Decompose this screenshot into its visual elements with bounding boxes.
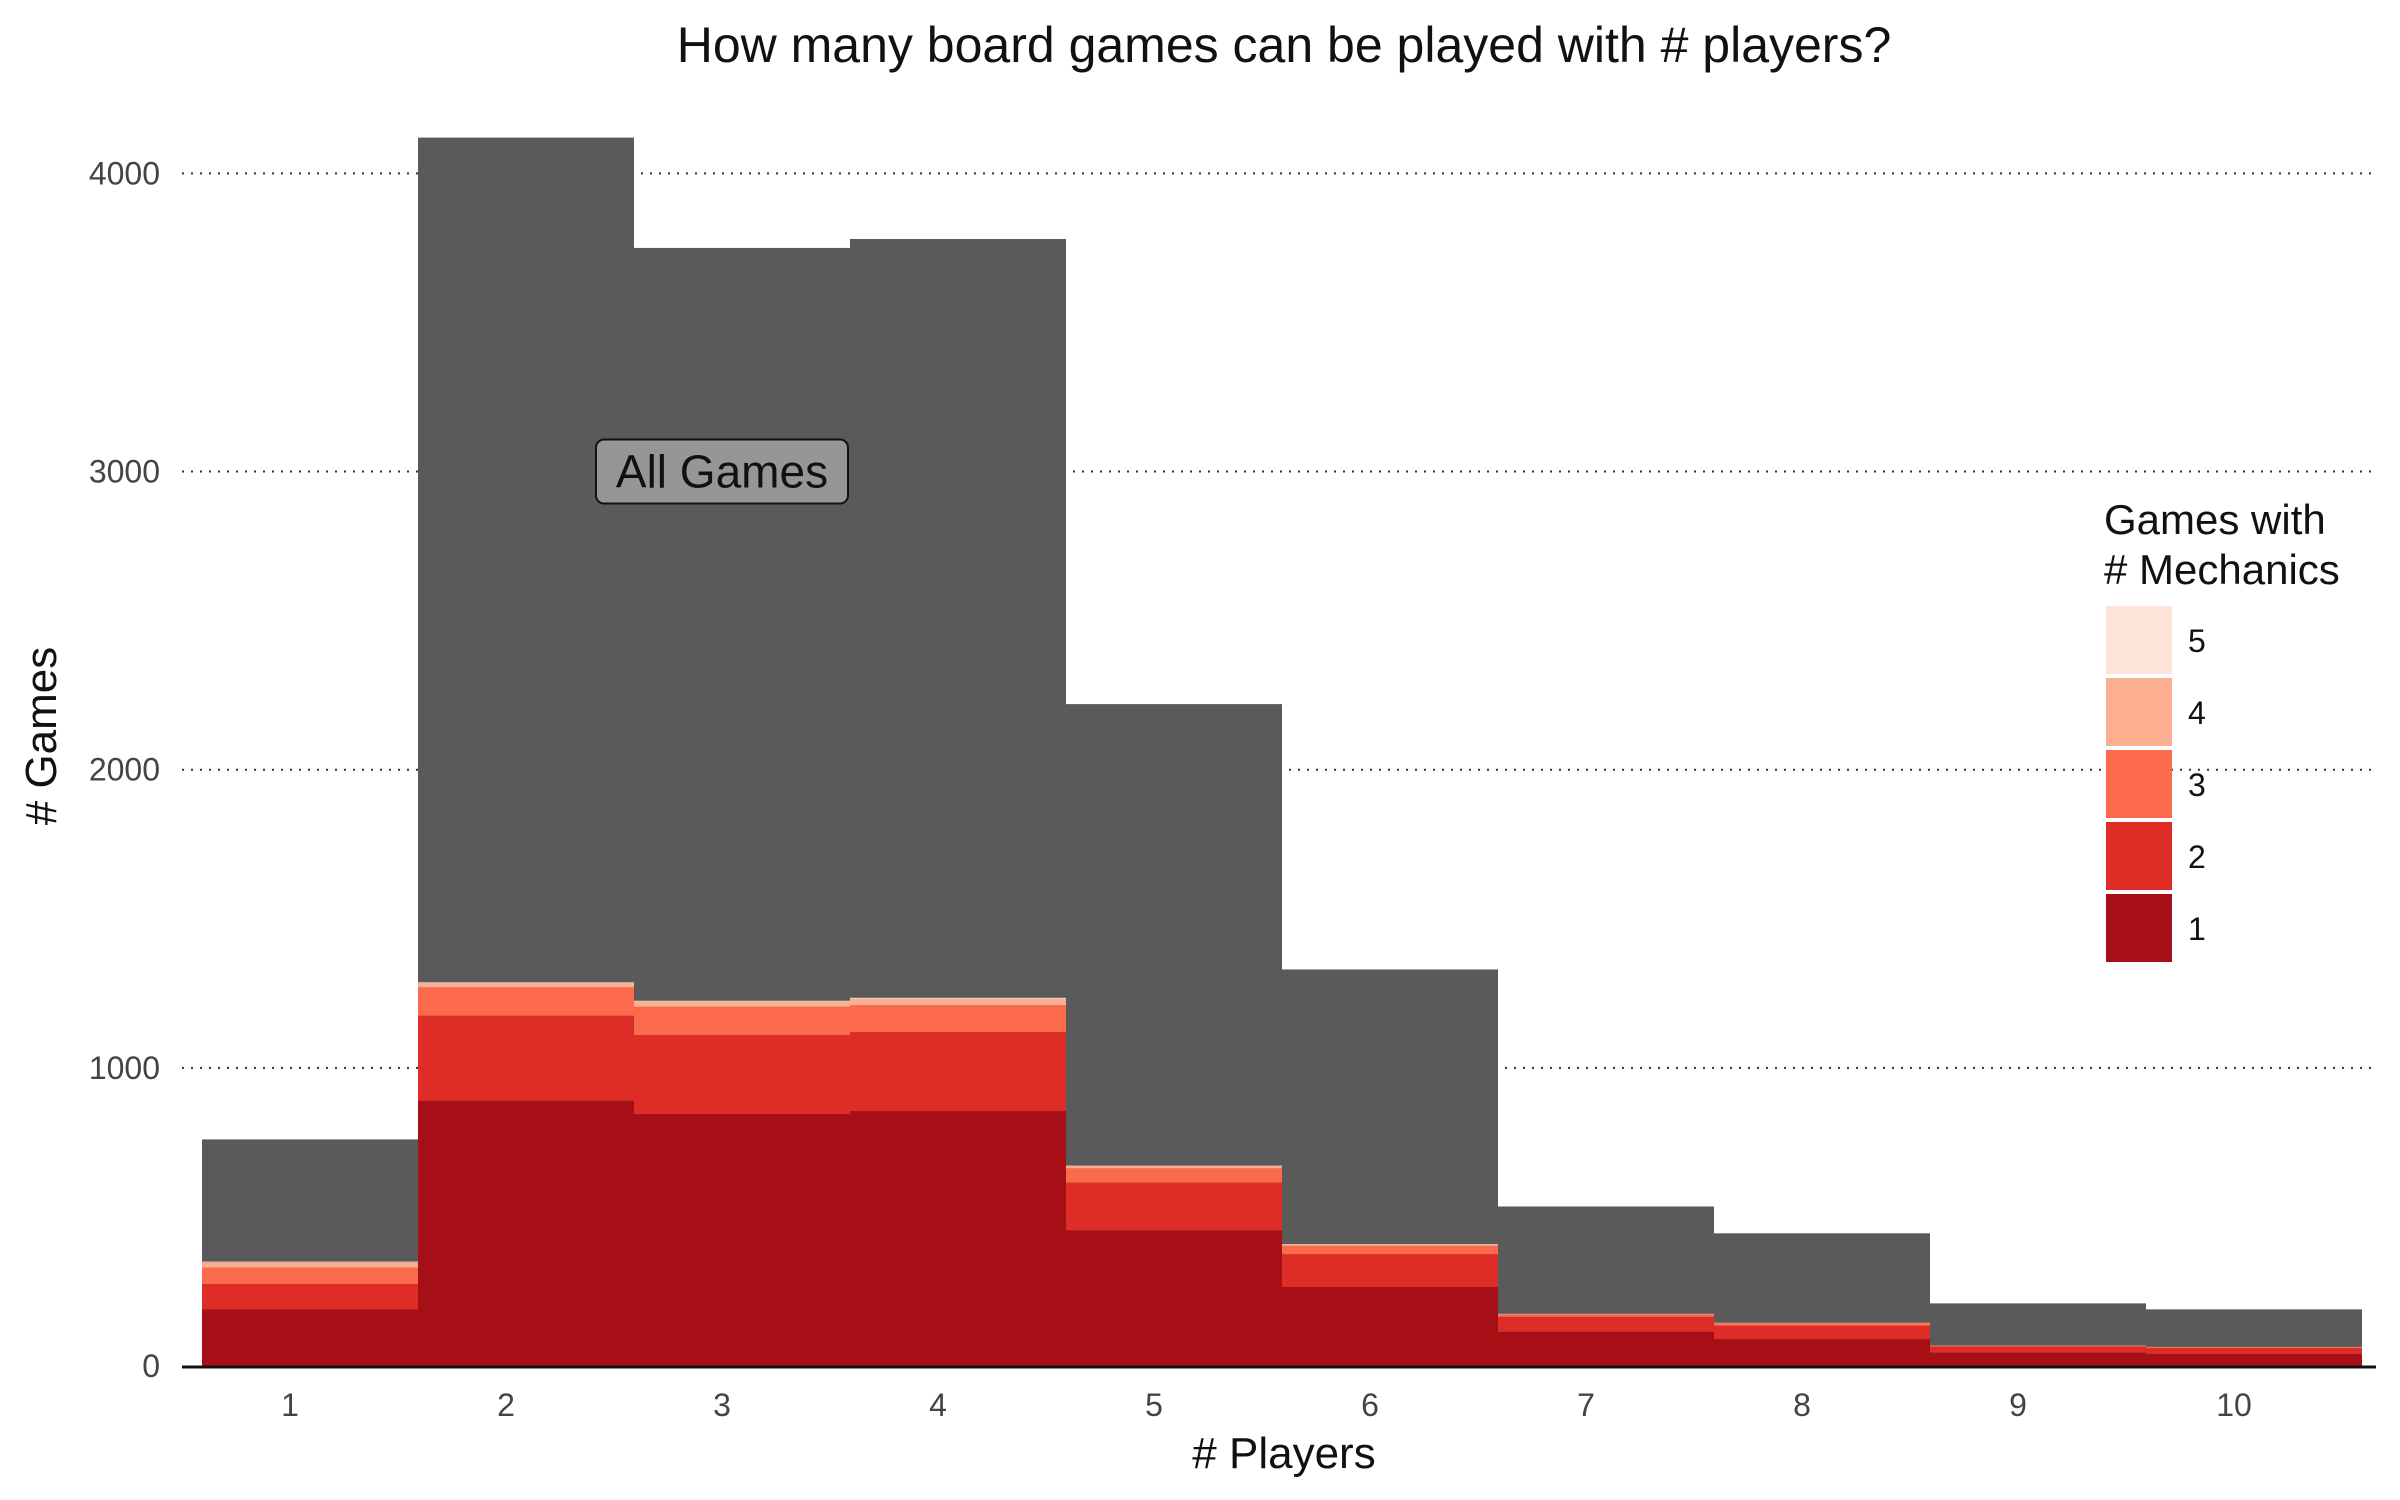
bar-segment-mech-2-players-9 xyxy=(1930,1346,2146,1353)
bar-segment-mech-1-players-10 xyxy=(2146,1354,2362,1366)
legend-swatch-1 xyxy=(2106,894,2172,962)
legend-label-5: 5 xyxy=(2188,623,2206,659)
bar-segment-mech-1-players-4 xyxy=(850,1111,1066,1366)
bar-segment-mech-4-players-5 xyxy=(1066,1165,1282,1169)
gridlines xyxy=(182,172,2376,1069)
bar-segment-mech-2-players-7 xyxy=(1498,1316,1714,1332)
bar-segment-mech-2-players-2 xyxy=(418,1015,634,1101)
bar-segment-mech-3-players-3 xyxy=(634,1006,850,1036)
bar-segment-mech-1-players-1 xyxy=(202,1309,418,1366)
bar-segment-mech-4-players-3 xyxy=(634,1001,850,1007)
bar-segment-mech-4-players-6 xyxy=(1282,1244,1498,1246)
x-tick-label: 6 xyxy=(1361,1387,1379,1423)
legend: Games with # Mechanics 5 4 3 2 1 xyxy=(2104,496,2340,962)
bar-segment-mech-2-players-4 xyxy=(850,1032,1066,1112)
legend-title-line-1: Games with xyxy=(2104,496,2326,543)
bar-segment-mech-1-players-3 xyxy=(634,1114,850,1366)
legend-items: 5 4 3 2 1 xyxy=(2106,606,2206,962)
bar-segment-mech-4-players-1 xyxy=(202,1262,418,1268)
x-tick-label: 8 xyxy=(1793,1387,1811,1423)
x-axis-ticks: 1 2 3 4 5 6 7 8 9 10 xyxy=(281,1387,2252,1423)
bar-segment-mech-5-players-3 xyxy=(634,1000,850,1002)
bar-segment-mech-4-players-8 xyxy=(1714,1322,1930,1324)
bar-segment-mech-1-players-9 xyxy=(1930,1352,2146,1366)
legend-swatch-5 xyxy=(2106,606,2172,674)
x-tick-label: 3 xyxy=(713,1387,731,1423)
chart-title: How many board games can be played with … xyxy=(677,17,1892,73)
y-tick-label: 4000 xyxy=(89,155,160,191)
bar-segment-mech-3-players-1 xyxy=(202,1267,418,1285)
bar-segment-mech-1-players-6 xyxy=(1282,1286,1498,1366)
legend-swatch-4 xyxy=(2106,678,2172,746)
x-tick-label: 4 xyxy=(929,1387,947,1423)
bar-segment-mech-5-players-4 xyxy=(850,997,1066,999)
annotation-box xyxy=(595,438,849,505)
bar-segment-mech-3-players-5 xyxy=(1066,1168,1282,1183)
x-tick-label: 1 xyxy=(281,1387,299,1423)
bar-segment-mech-1-players-7 xyxy=(1498,1331,1714,1366)
y-tick-label: 3000 xyxy=(89,454,160,490)
bar-segment-mech-3-players-6 xyxy=(1282,1245,1498,1255)
bar-segment-mech-1-players-8 xyxy=(1714,1339,1930,1366)
bar-segment-mech-4-players-7 xyxy=(1498,1313,1714,1315)
bar-segment-mech-3-players-4 xyxy=(850,1005,1066,1033)
bar-segment-mech-5-players-1 xyxy=(202,1261,418,1263)
bar-segment-mech-1-players-2 xyxy=(418,1100,634,1366)
x-tick-label: 10 xyxy=(2216,1387,2252,1423)
legend-label-1: 1 xyxy=(2188,911,2206,947)
y-tick-label: 1000 xyxy=(89,1050,160,1086)
x-axis-title: # Players xyxy=(1192,1429,1375,1478)
y-tick-label: 0 xyxy=(142,1348,160,1384)
bar-segment-mech-3-players-10 xyxy=(2146,1347,2362,1349)
x-tick-label: 9 xyxy=(2009,1387,2027,1423)
x-tick-label: 2 xyxy=(497,1387,515,1423)
bar-segment-mech-1-players-5 xyxy=(1066,1230,1282,1366)
legend-title-line-2: # Mechanics xyxy=(2104,546,2340,593)
all-games-annotation: All Games xyxy=(595,438,849,505)
bar-segment-mech-2-players-8 xyxy=(1714,1325,1930,1340)
bar-segment-mech-3-players-7 xyxy=(1498,1314,1714,1317)
bar-segment-mech-4-players-2 xyxy=(418,982,634,988)
annotation-label: All Games xyxy=(616,446,828,498)
mechanics-stacked-bars xyxy=(202,982,2362,1366)
y-axis-ticks: 0 1000 2000 3000 4000 xyxy=(89,155,160,1384)
y-tick-label: 2000 xyxy=(89,752,160,788)
bar-segment-mech-3-players-8 xyxy=(1714,1323,1930,1326)
legend-swatch-2 xyxy=(2106,822,2172,890)
bar-segment-mech-4-players-4 xyxy=(850,998,1066,1006)
legend-swatch-3 xyxy=(2106,750,2172,818)
bar-segment-mech-2-players-3 xyxy=(634,1035,850,1115)
bar-segment-mech-2-players-10 xyxy=(2146,1348,2362,1355)
x-tick-label: 7 xyxy=(1577,1387,1595,1423)
y-axis-title: # Games xyxy=(17,647,66,826)
bar-segment-mech-3-players-2 xyxy=(418,987,634,1016)
x-tick-label: 5 xyxy=(1145,1387,1163,1423)
bar-segment-mech-2-players-1 xyxy=(202,1284,418,1310)
bar-segment-mech-2-players-5 xyxy=(1066,1182,1282,1231)
bar-segment-mech-2-players-6 xyxy=(1282,1254,1498,1287)
legend-label-3: 3 xyxy=(2188,767,2206,803)
bar-segment-mech-5-players-2 xyxy=(418,982,634,983)
legend-label-2: 2 xyxy=(2188,839,2206,875)
legend-label-4: 4 xyxy=(2188,695,2206,731)
bar-segment-mech-3-players-9 xyxy=(1930,1345,2146,1347)
